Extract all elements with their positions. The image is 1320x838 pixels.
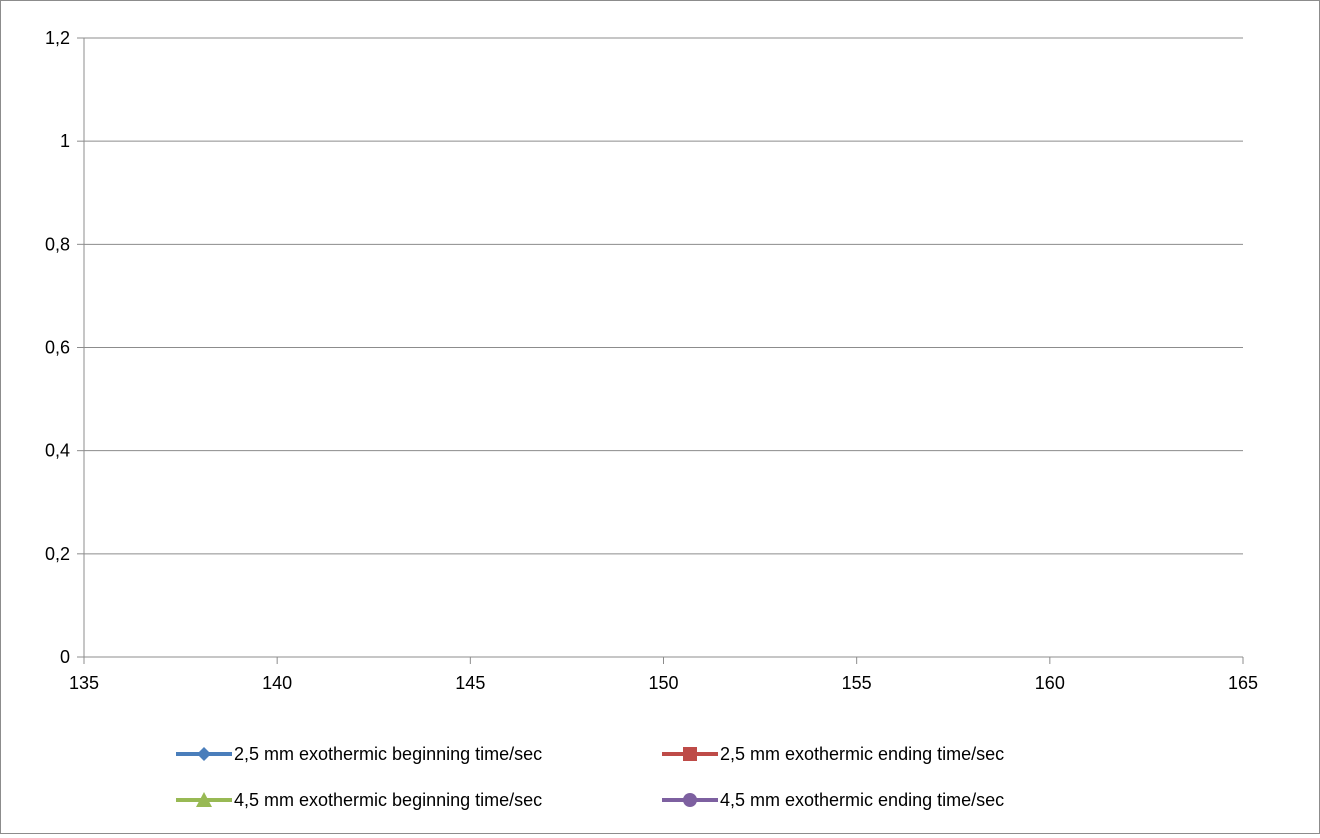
- x-tick-label: 160: [1035, 673, 1065, 693]
- legend: 2,5 mm exothermic beginning time/sec 2,5 …: [176, 744, 1004, 810]
- legend-item: 2,5 mm exothermic ending time/sec: [662, 744, 1004, 764]
- legend-label: 2,5 mm exothermic beginning time/sec: [234, 744, 542, 764]
- x-tick-label: 135: [69, 673, 99, 693]
- legend-item: 2,5 mm exothermic beginning time/sec: [176, 744, 542, 764]
- x-tick-label: 150: [648, 673, 678, 693]
- legend-label: 4,5 mm exothermic beginning time/sec: [234, 790, 542, 810]
- x-tick-label: 140: [262, 673, 292, 693]
- y-tick-label: 0,8: [45, 234, 70, 254]
- y-tick-label: 0: [60, 647, 70, 667]
- tick-labels: 0 0,2 0,4 0,6 0,8 1 1,2 135 140 145 150 155 160 165: [45, 28, 1258, 693]
- legend-item: 4,5 mm exothermic beginning time/sec: [176, 790, 542, 810]
- y-tick-label: 0,2: [45, 544, 70, 564]
- y-tick-label: 1: [60, 131, 70, 151]
- x-tick-label: 145: [455, 673, 485, 693]
- legend-marker-triangle-icon: [196, 792, 212, 807]
- legend-marker-square-icon: [683, 747, 697, 761]
- axes: [77, 37, 1244, 664]
- y-tick-label: 0,6: [45, 338, 70, 358]
- legend-label: 2,5 mm exothermic ending time/sec: [720, 744, 1004, 764]
- legend-marker-diamond-icon: [197, 747, 211, 761]
- legend-item: 4,5 mm exothermic ending time/sec: [662, 790, 1004, 810]
- x-tick-label: 155: [842, 673, 872, 693]
- x-tick-label: 165: [1228, 673, 1258, 693]
- legend-label: 4,5 mm exothermic ending time/sec: [720, 790, 1004, 810]
- legend-marker-circle-icon: [683, 793, 697, 807]
- y-tick-label: 1,2: [45, 28, 70, 48]
- y-tick-label: 0,4: [45, 441, 70, 461]
- gridlines: [84, 37, 1243, 555]
